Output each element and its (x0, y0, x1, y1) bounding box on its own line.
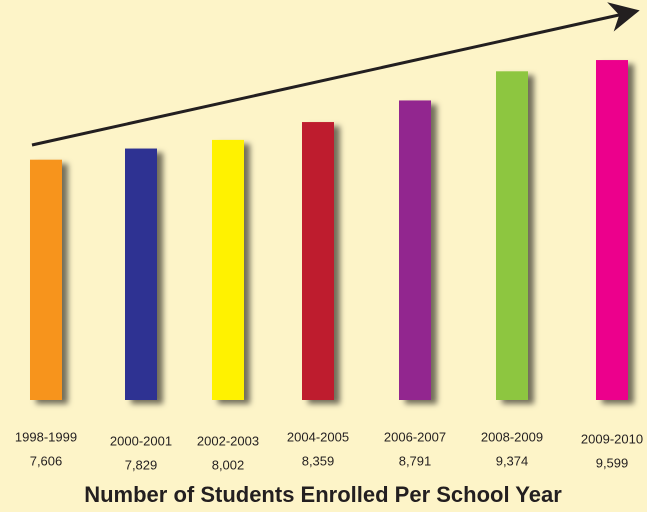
category-label: 2000-2001 (110, 433, 172, 448)
category-label: 2002-2003 (197, 433, 259, 448)
category-label: 2008-2009 (481, 429, 543, 444)
category-label: 2004-2005 (287, 429, 349, 444)
bar (399, 100, 431, 400)
value-label: 9,374 (496, 453, 529, 468)
category-label: 1998-1999 (15, 429, 77, 444)
value-label: 8,359 (302, 453, 335, 468)
category-label: 2009-2010 (581, 431, 643, 446)
trend-arrow (31, 2, 640, 147)
bar (496, 71, 528, 401)
value-label: 8,002 (212, 457, 245, 472)
value-label: 9,599 (596, 455, 629, 470)
bar (212, 139, 244, 400)
bar (302, 122, 334, 401)
value-label: 7,829 (125, 457, 158, 472)
value-label: 7,606 (30, 453, 63, 468)
bar (30, 159, 62, 400)
bar (596, 60, 628, 401)
category-label: 2006-2007 (384, 429, 446, 444)
value-label: 8,791 (399, 453, 432, 468)
chart-title: Number of Students Enrolled Per School Y… (84, 482, 562, 507)
bar (125, 148, 157, 400)
